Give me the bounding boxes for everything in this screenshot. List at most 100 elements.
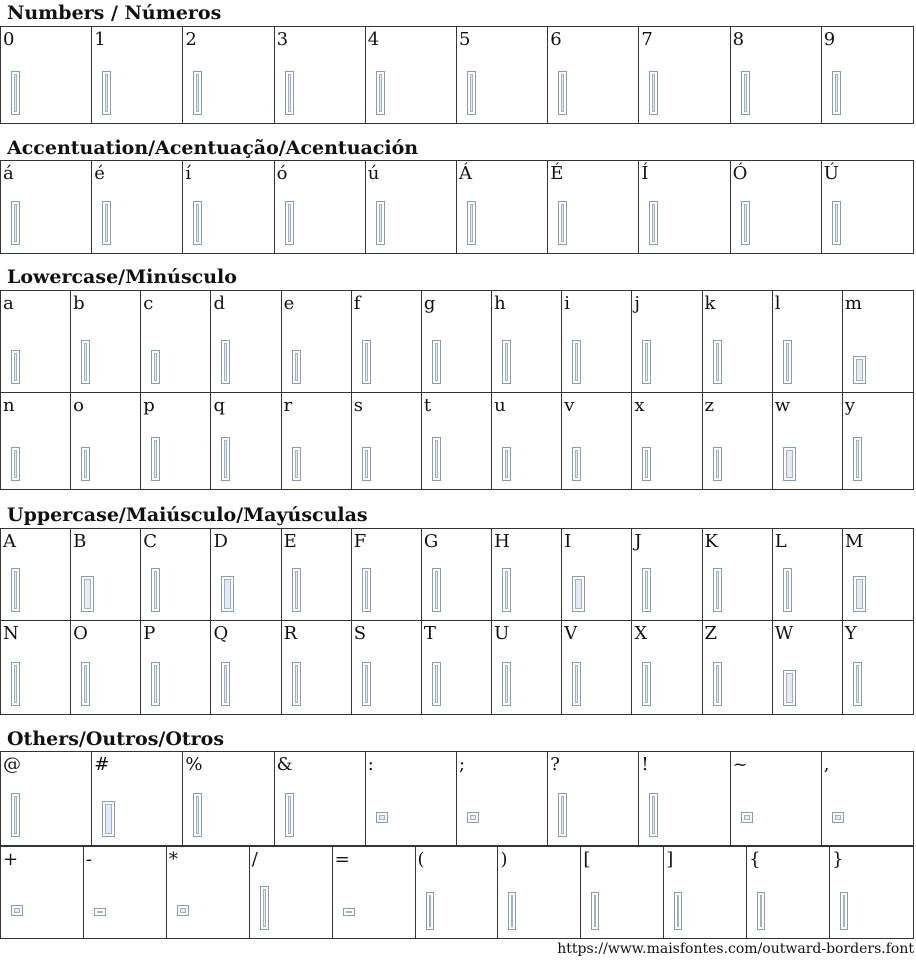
glyph-cell: / (250, 847, 333, 938)
character-label: w (774, 395, 791, 416)
glyph-sample-icon (572, 662, 582, 706)
section-title: Uppercase/Maiúsculo/Mayúsculas (7, 504, 368, 526)
glyph-sample-icon (375, 812, 388, 823)
glyph-cell: Á (457, 161, 549, 253)
character-label: 0 (3, 29, 15, 50)
character-label: ? (550, 754, 560, 775)
glyph-sample-icon (193, 201, 203, 245)
glyph-cell: R (282, 621, 352, 714)
glyph-sample-icon (102, 801, 116, 837)
section-title: Others/Outros/Otros (7, 728, 225, 750)
glyph-cell: m (843, 291, 913, 392)
character-label: I (564, 531, 572, 552)
character-label: 2 (185, 29, 197, 50)
glyph-cell: X (632, 621, 703, 714)
glyph-cell: L (773, 529, 843, 620)
glyph-cell: - (84, 847, 167, 938)
character-label: L (774, 531, 787, 552)
character-label: ú (367, 163, 380, 184)
glyph-sample-icon (466, 812, 479, 823)
character-label: H (494, 531, 510, 552)
character-label: 6 (550, 29, 562, 50)
glyph-cell: 1 (92, 27, 184, 123)
glyph-cell: ! (639, 752, 731, 845)
glyph-cell: + (1, 847, 84, 938)
glyph-sample-icon (361, 662, 371, 706)
glyph-cell: l (773, 291, 843, 392)
glyph-cell: o (71, 393, 142, 489)
character-label: F (353, 531, 367, 552)
glyph-sample-icon (11, 447, 20, 481)
glyph-cell: Ú (822, 161, 913, 253)
glyph-sample-icon (291, 350, 301, 384)
glyph-cell: ~ (731, 752, 822, 845)
glyph-cell: 3 (275, 27, 366, 123)
glyph-cell: r (282, 393, 352, 489)
glyph-sample-icon (193, 793, 203, 837)
glyph-sample-icon (740, 201, 750, 245)
glyph-cell: j (632, 291, 703, 392)
glyph-cell: G (422, 529, 493, 620)
character-label: [ (583, 849, 591, 870)
glyph-cell: = (333, 847, 416, 938)
glyph-cell: c (141, 291, 212, 392)
glyph-sample-icon (431, 568, 441, 612)
character-label: ) (500, 849, 508, 870)
glyph-sample-icon (284, 71, 294, 115)
glyph-table: 0 1 2 3 4 5 6 7 8 9 (0, 26, 914, 124)
character-label: ] (666, 849, 674, 870)
glyph-cell: k (703, 291, 773, 392)
glyph-cell: C (141, 529, 212, 620)
glyph-sample-icon (11, 905, 23, 916)
glyph-sample-icon (558, 201, 568, 245)
character-label: : (367, 754, 374, 775)
glyph-sample-icon (642, 568, 652, 612)
character-label: ó (276, 163, 288, 184)
character-label: i (564, 293, 570, 314)
glyph-sample-icon (431, 662, 441, 706)
glyph-cell: ) (498, 847, 582, 938)
glyph-sample-icon (102, 201, 112, 245)
glyph-sample-icon (649, 201, 659, 245)
glyph-sample-icon (11, 793, 20, 837)
glyph-cell: p (141, 393, 212, 489)
glyph-sample-icon (361, 340, 371, 384)
character-label: & (276, 754, 293, 775)
glyph-sample-icon (508, 892, 517, 930)
glyph-sample-icon (11, 662, 20, 706)
character-label: a (3, 293, 14, 314)
character-label: 8 (732, 29, 745, 50)
character-label: ( (417, 849, 425, 870)
section-title: Accentuation/Acentuação/Acentuación (7, 137, 419, 159)
glyph-sample-icon (375, 71, 385, 115)
glyph-cell: ] (664, 847, 748, 938)
source-url[interactable]: https://www.maisfontes.com/outward-borde… (557, 941, 914, 957)
glyph-sample-icon (375, 201, 385, 245)
glyph-cell: a (1, 291, 72, 392)
glyph-sample-icon (81, 662, 91, 706)
glyph-cell: } (830, 847, 913, 938)
glyph-sample-icon (11, 568, 20, 612)
glyph-cell: ? (548, 752, 640, 845)
glyph-sample-icon (221, 437, 231, 481)
glyph-cell: ; (457, 752, 549, 845)
glyph-cell: F (352, 529, 422, 620)
glyph-table: A B C D E F G H I J K L M (0, 528, 914, 621)
glyph-sample-icon (502, 447, 512, 481)
character-label: A (3, 531, 16, 552)
character-label: j (634, 293, 640, 314)
glyph-cell: h (492, 291, 563, 392)
glyph-sample-icon (425, 892, 434, 930)
glyph-sample-icon (502, 568, 512, 612)
character-label: r (283, 395, 293, 416)
glyph-sample-icon (502, 662, 512, 706)
character-label: e (283, 293, 295, 314)
glyph-sample-icon (81, 340, 91, 384)
glyph-cell: Z (703, 621, 773, 714)
character-label: 3 (276, 29, 289, 50)
glyph-cell: V (562, 621, 633, 714)
glyph-sample-icon (342, 908, 355, 916)
character-label: D (213, 531, 228, 552)
glyph-sample-icon (284, 201, 294, 245)
